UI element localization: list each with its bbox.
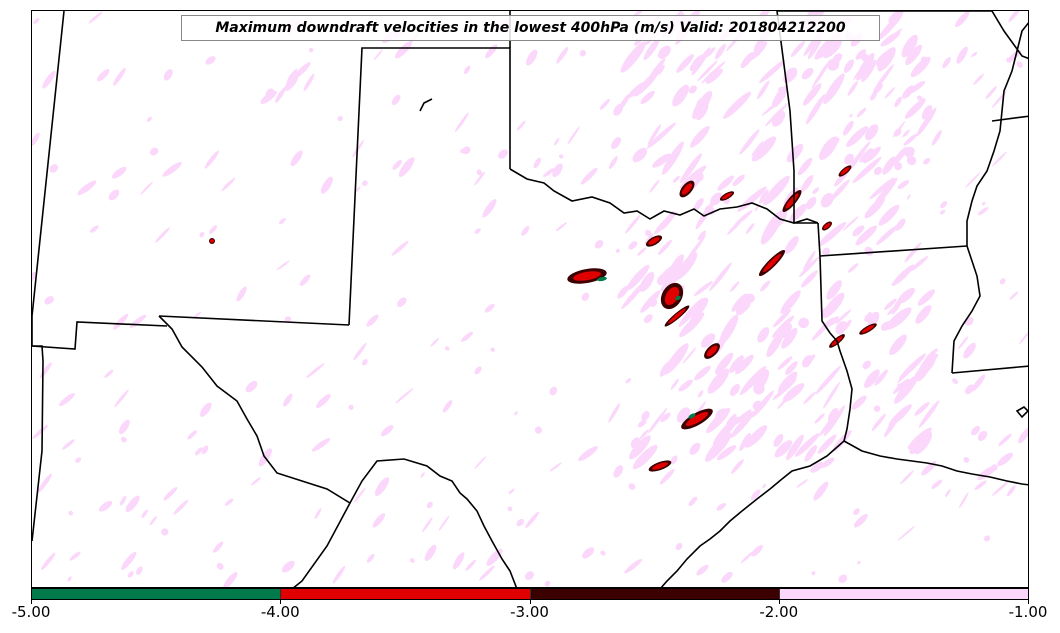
colorbar-tick xyxy=(778,600,780,604)
border-ms-al xyxy=(991,11,1028,60)
border-rio-grande xyxy=(158,315,518,587)
border-mexico-nm xyxy=(32,321,168,350)
colorbar-tick-label: -3.00 xyxy=(510,603,549,621)
map-title: Maximum downdraft velocities in the lowe… xyxy=(181,15,880,41)
border-nm-west-south xyxy=(32,316,44,542)
border-la-south xyxy=(951,365,1028,374)
colorbar-tick xyxy=(1028,600,1029,604)
border-az-nm xyxy=(32,11,65,317)
colorbar-segment xyxy=(529,589,779,599)
border-mexico-south xyxy=(293,502,351,587)
border-red-river xyxy=(509,168,819,224)
colorbar-tick xyxy=(31,600,32,604)
lake-pontchartrain xyxy=(1015,406,1028,419)
map-panel xyxy=(31,10,1029,588)
border-tx-panhandle-south xyxy=(158,315,350,326)
colorbar-tick-label: -2.00 xyxy=(759,603,799,621)
colorbar-tick-label: -5.00 xyxy=(11,603,51,621)
colorbar-segment xyxy=(280,589,530,599)
colorbar xyxy=(31,588,1029,600)
border-tn-ms xyxy=(991,115,1028,122)
colorbar-tick-label: -1.00 xyxy=(1008,603,1048,621)
coastline-texas xyxy=(660,440,845,587)
colorbar-tick xyxy=(529,600,531,604)
border-ms-river xyxy=(951,22,1028,374)
ok-feature xyxy=(419,98,433,112)
colorbar-segment xyxy=(778,589,1028,599)
state-borders xyxy=(32,11,1028,587)
border-ar-la xyxy=(819,245,968,257)
coastline-gulf xyxy=(843,440,1028,486)
map-canvas xyxy=(32,11,1028,587)
strong-downdraft-cells xyxy=(209,165,877,472)
border-nm-tx xyxy=(348,47,511,326)
light-downdraft-areas xyxy=(32,11,1028,587)
border-tx-la xyxy=(817,222,853,442)
colorbar-tick xyxy=(280,600,282,604)
border-ar-west xyxy=(776,11,818,224)
colorbar-tick-label: -4.00 xyxy=(260,603,300,621)
colorbar-segment xyxy=(32,589,281,599)
